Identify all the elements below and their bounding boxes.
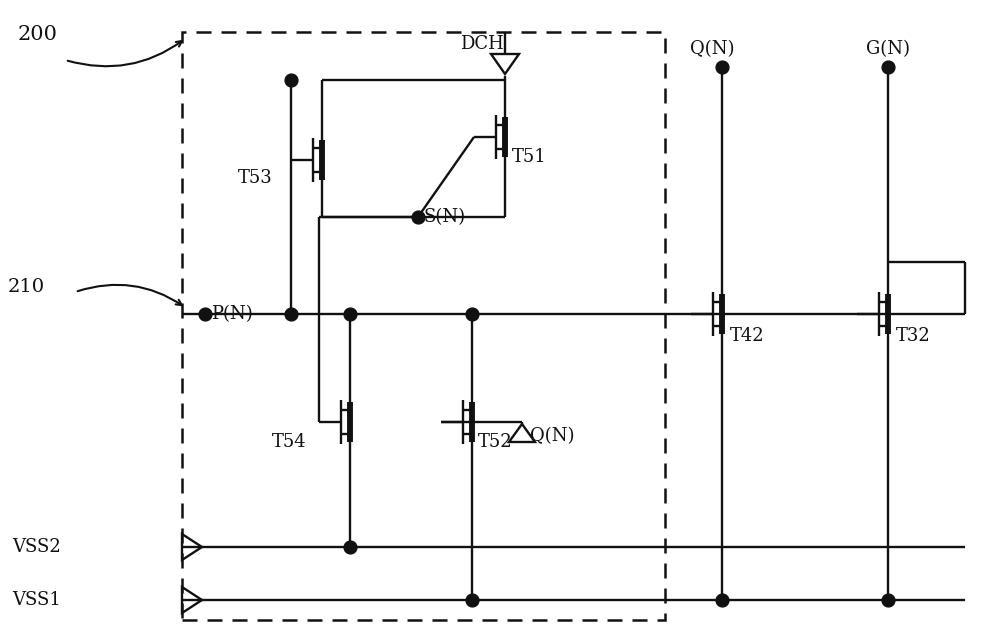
Point [880, 595, 896, 605]
Point [464, 595, 480, 605]
Text: VSS2: VSS2 [12, 538, 61, 556]
Text: T52: T52 [478, 433, 513, 451]
Point [464, 309, 480, 319]
Text: T42: T42 [730, 327, 765, 345]
Text: 210: 210 [8, 278, 45, 296]
Text: S(N): S(N) [424, 208, 466, 226]
Point [197, 309, 213, 319]
Point [283, 309, 299, 319]
Text: Q(N): Q(N) [530, 427, 574, 445]
Text: T32: T32 [896, 327, 931, 345]
Text: P(N): P(N) [211, 305, 253, 323]
Point [714, 62, 730, 72]
Point [342, 309, 358, 319]
Point [410, 212, 426, 222]
Text: T51: T51 [512, 148, 547, 166]
Text: 200: 200 [18, 24, 58, 44]
Text: DCH: DCH [460, 35, 504, 53]
Text: Q(N): Q(N) [690, 40, 734, 58]
Point [714, 595, 730, 605]
Point [880, 62, 896, 72]
Text: T53: T53 [238, 169, 273, 187]
Text: VSS1: VSS1 [12, 591, 61, 609]
Text: T54: T54 [272, 433, 307, 451]
Point [283, 75, 299, 85]
Point [342, 542, 358, 552]
Text: G(N): G(N) [866, 40, 910, 58]
